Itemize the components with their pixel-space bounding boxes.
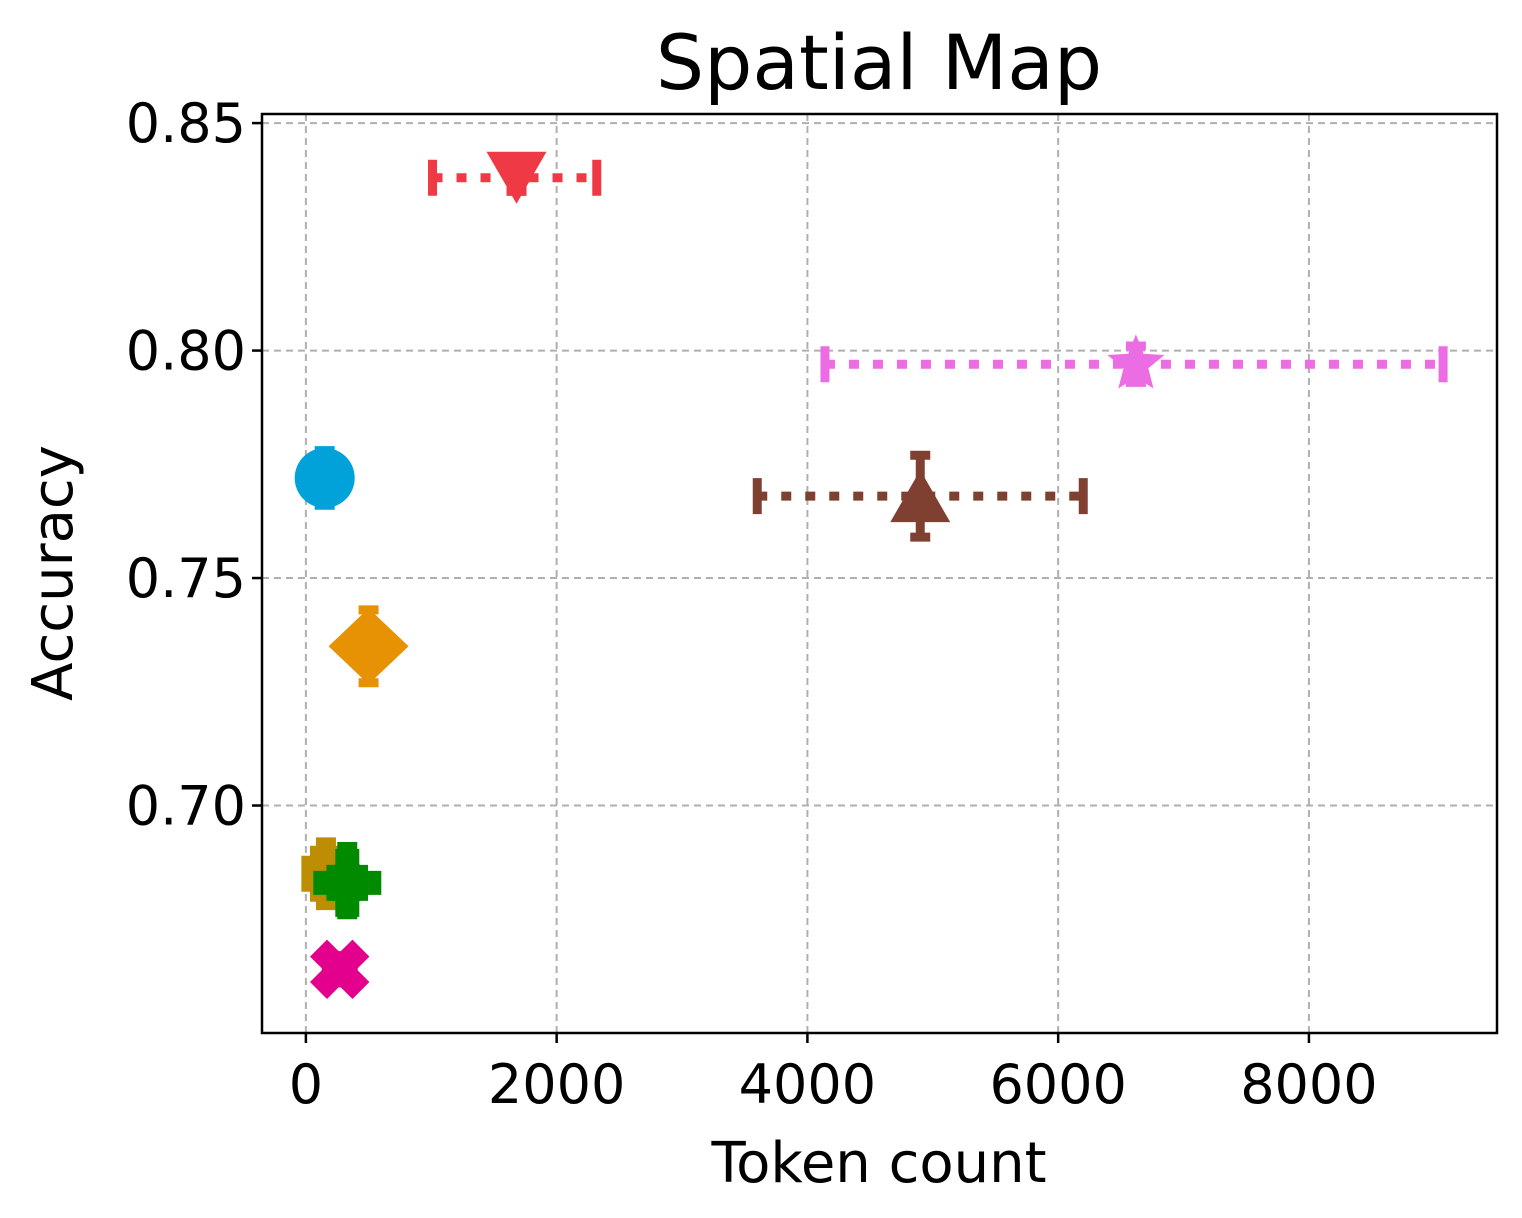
axis-ticks: 0 2000 4000 6000 8000 0.70 0.75 0.80 0.85 (126, 92, 1378, 1116)
data-point-circle (294, 446, 355, 510)
y-tick-label: 0.70 (126, 775, 246, 838)
data-point-plus (313, 841, 382, 920)
plus-marker-center (325, 860, 370, 905)
data-point-star (820, 334, 1448, 389)
triangle-up-marker (890, 470, 951, 523)
y-tick-label: 0.80 (126, 320, 246, 383)
x-marker-center (321, 951, 358, 988)
circle-marker (294, 447, 355, 508)
data-point-x (310, 939, 370, 999)
y-axis-label: Accuracy (21, 445, 86, 701)
x-tick-label: 4000 (739, 1053, 876, 1116)
x-tick-label: 2000 (488, 1053, 625, 1116)
diamond-marker (328, 608, 409, 685)
triangle-down-marker (486, 151, 547, 204)
x-axis-label: Token count (710, 1131, 1046, 1196)
data-points (294, 151, 1448, 999)
chart-title: Spatial Map (656, 18, 1102, 107)
x-tick-label: 0 (289, 1053, 323, 1116)
data-point-triangle-up (752, 450, 1088, 542)
y-tick-label: 0.85 (126, 92, 246, 155)
x-tick-label: 6000 (989, 1053, 1126, 1116)
y-tick-label: 0.75 (126, 547, 246, 610)
plot-frame (260, 112, 1499, 1035)
x-tick-label: 8000 (1240, 1053, 1377, 1116)
data-point-triangle-down (428, 151, 602, 204)
data-point-diamond (328, 605, 409, 688)
grid-lines (262, 114, 1497, 1033)
star-marker (1107, 334, 1165, 389)
